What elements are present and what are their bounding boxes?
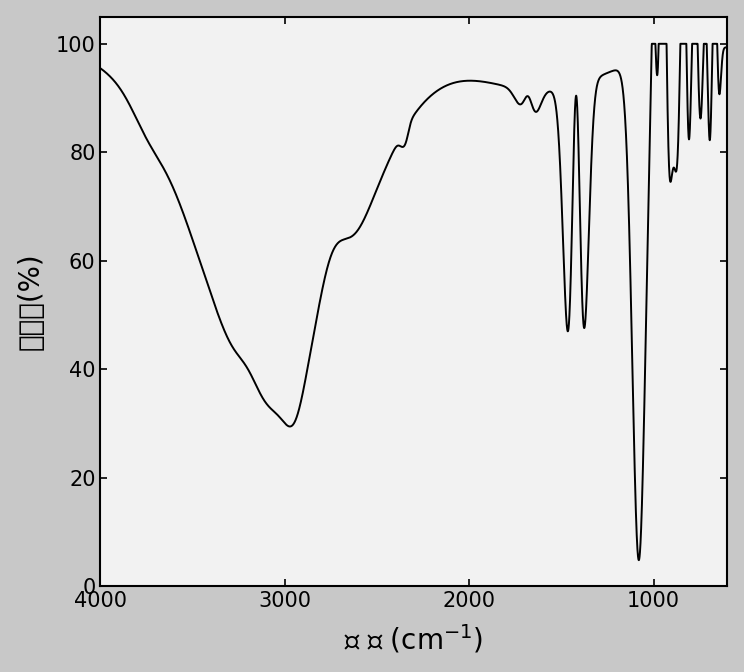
Y-axis label: 透过率(%): 透过率(%) (16, 253, 45, 350)
X-axis label: 波 长 (cm$^{-1}$): 波 长 (cm$^{-1}$) (344, 622, 484, 655)
